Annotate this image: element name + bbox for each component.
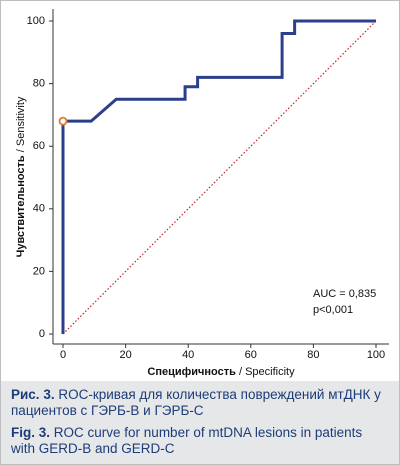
x-axis-label-en: / Specificity	[239, 366, 295, 378]
x-axis-label-ru: Специфичность	[147, 366, 236, 378]
y-tick-label: 60	[33, 140, 45, 152]
cutoff-marker	[58, 116, 68, 126]
annotation: p<0,001	[313, 304, 353, 316]
x-axis-label: Специфичность / Specificity	[147, 366, 295, 378]
y-axis-label-en: / Sensitivity	[15, 96, 27, 152]
y-axis-label-ru: Чувствительность	[15, 155, 27, 257]
diagonal-line	[62, 20, 377, 335]
caption-ru: Рис. 3. ROC-кривая для количества повреж…	[11, 387, 389, 419]
y-tick-label: 100	[27, 15, 45, 27]
x-tick-label: 60	[245, 349, 257, 361]
caption-text: ROC curve for number of mtDNA lesions in…	[11, 425, 363, 456]
y-tick-label: 40	[33, 203, 45, 215]
caption: Рис. 3. ROC-кривая для количества повреж…	[1, 381, 399, 464]
chart: Чувствительность / Sensitivity Специфичн…	[15, 9, 389, 378]
x-tick-label: 80	[307, 349, 319, 361]
y-tick-label: 0	[39, 328, 45, 340]
annotation: AUC = 0,835	[313, 288, 376, 300]
x-tick-label: 0	[60, 349, 66, 361]
x-tick-label: 100	[367, 349, 385, 361]
y-tick-label: 20	[33, 265, 45, 277]
caption-label: Рис. 3.	[11, 387, 55, 402]
caption-label: Fig. 3.	[11, 425, 51, 440]
x-tick-label: 40	[182, 349, 194, 361]
caption-text: ROC-кривая для количества повреждений мт…	[11, 387, 381, 418]
x-tick-label: 20	[119, 349, 131, 361]
y-tick-label: 80	[33, 78, 45, 90]
caption-en: Fig. 3. ROC curve for number of mtDNA le…	[11, 425, 389, 457]
roc-curve	[61, 19, 376, 334]
y-axis-label: Чувствительность / Sensitivity	[15, 96, 27, 257]
